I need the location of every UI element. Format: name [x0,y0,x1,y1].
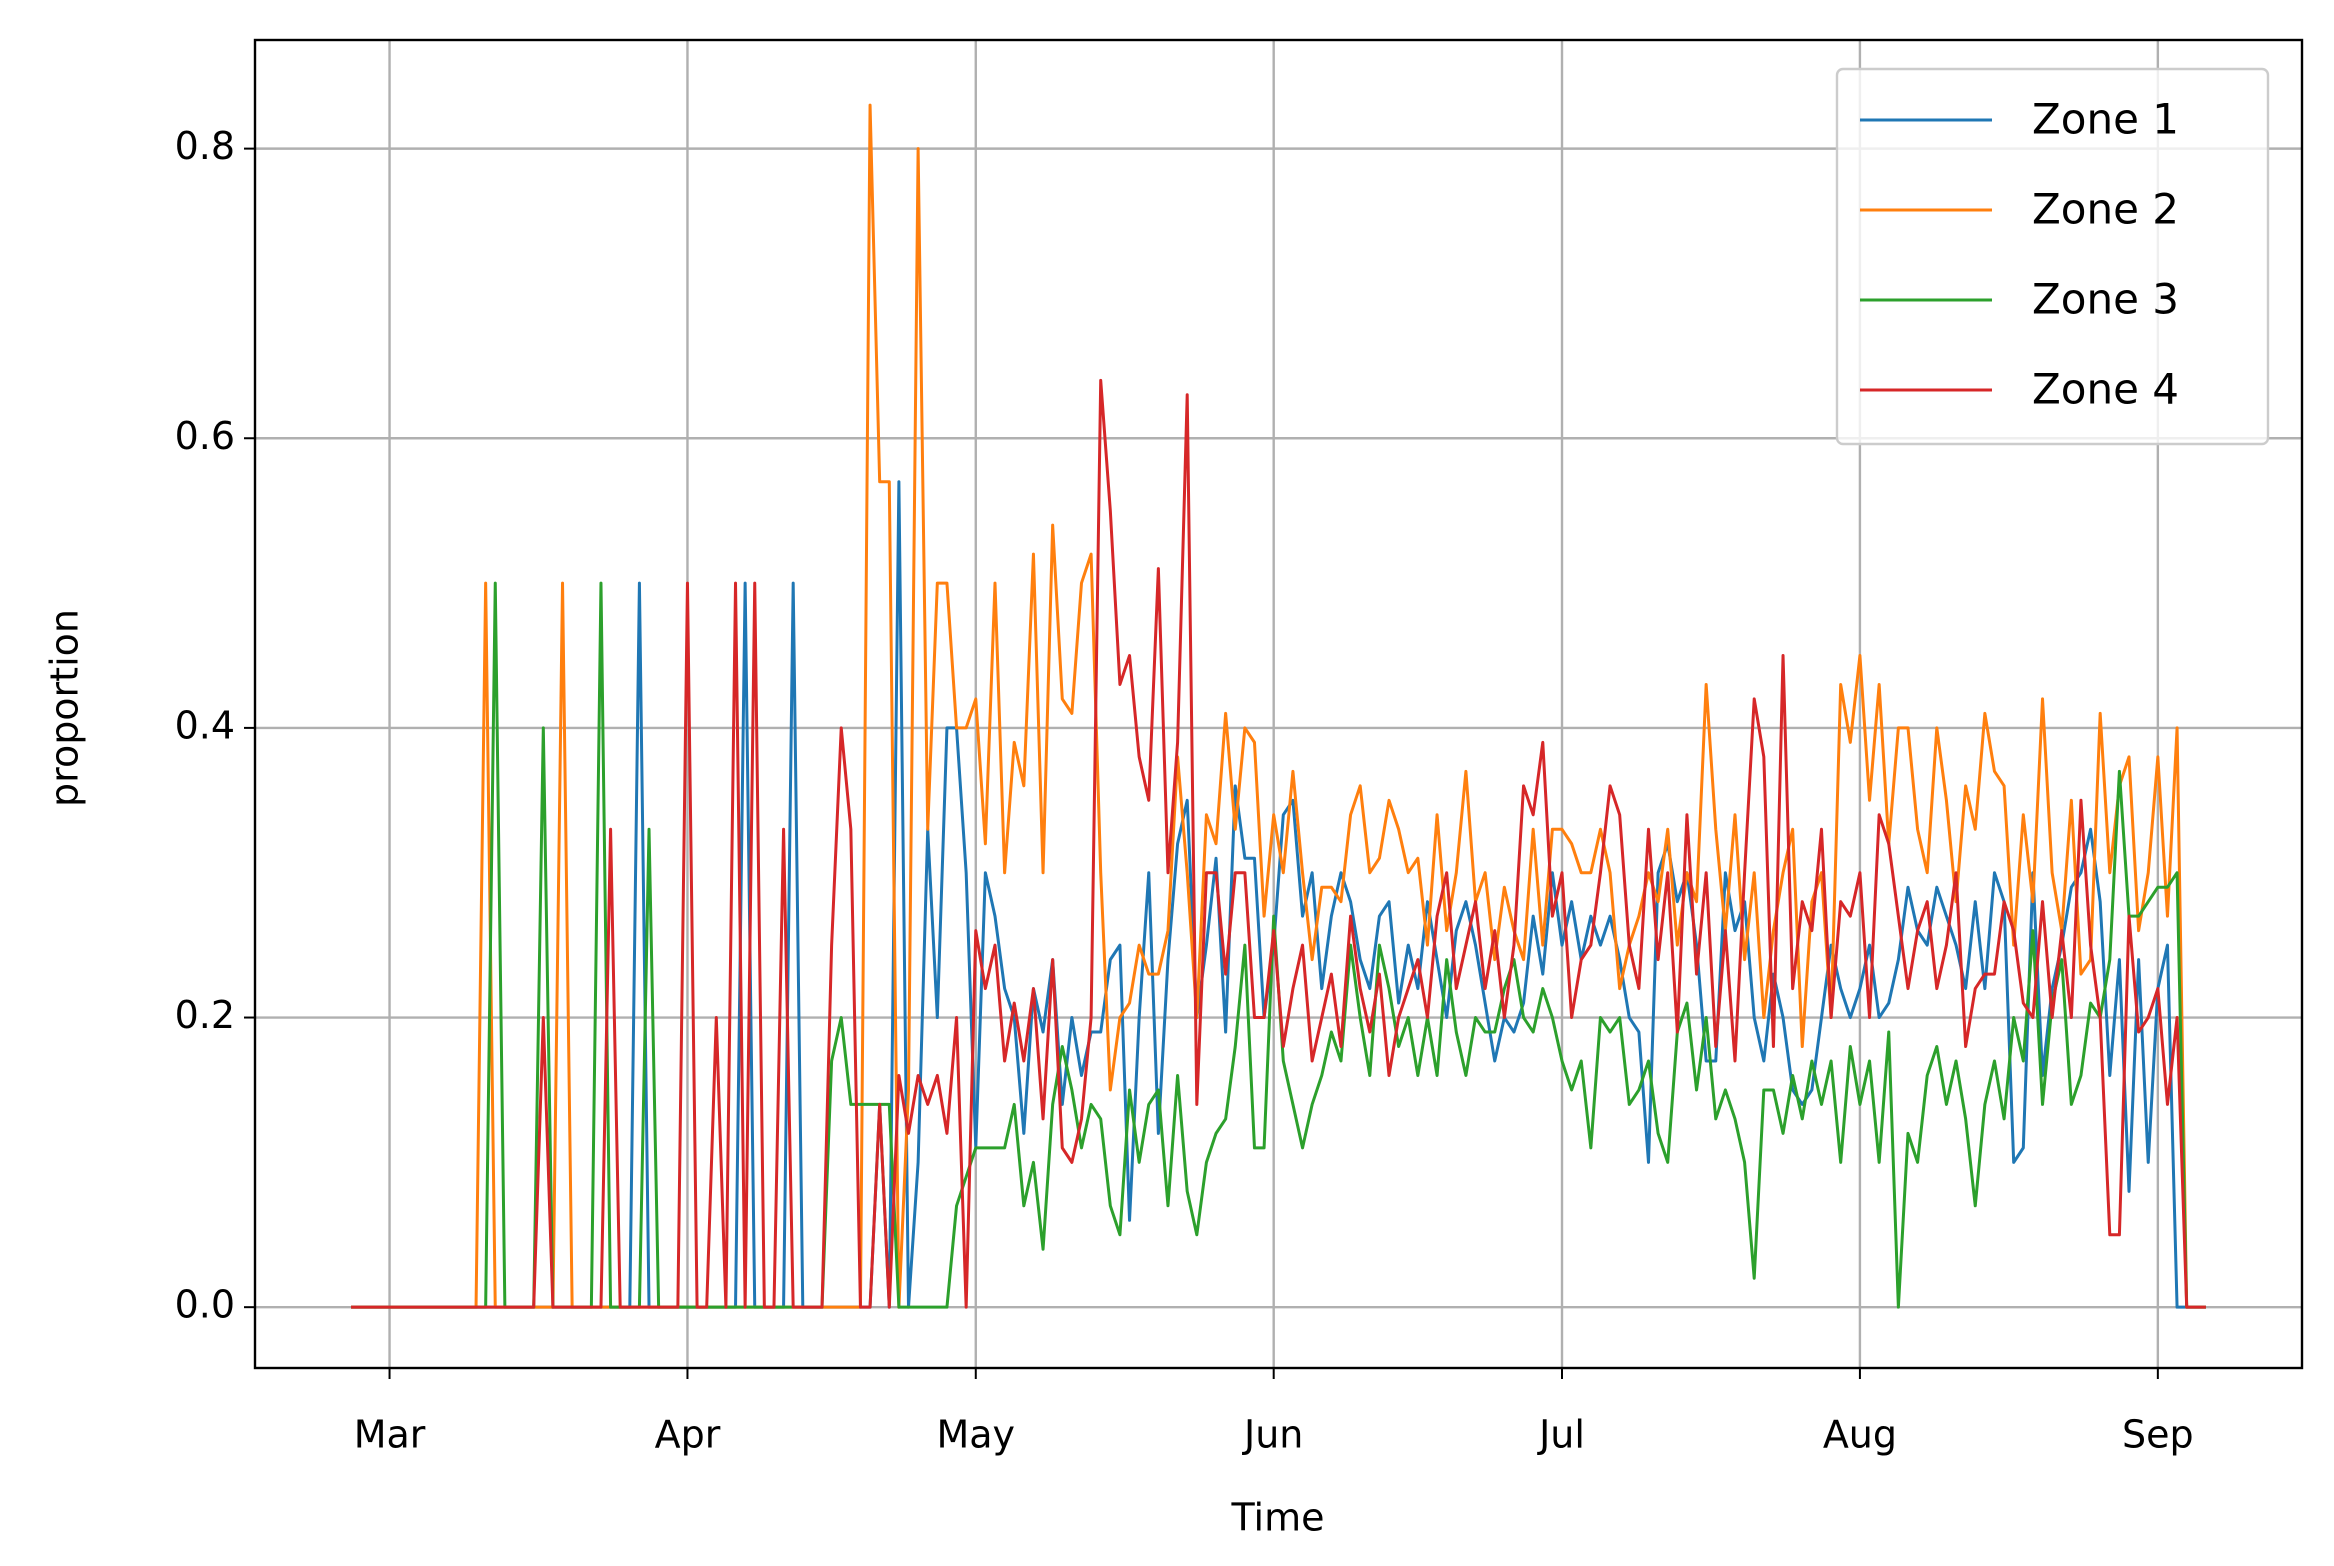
x-tick-label: Jun [1242,1413,1303,1457]
x-tick-label: Sep [2122,1413,2194,1457]
axes-frame [253,38,2304,1370]
series-line [351,480,2206,1309]
legend: Zone 1 Zone 2 Zone 3 Zone 4 [1835,67,2270,446]
ticks: Mar Apr May Jun Jul Aug Sep 0.0 0.2 0.4 0.6 0.8 [175,124,2194,1456]
y-tick-label: 0.0 [175,1283,235,1327]
x-axis-label: Time [1231,1496,1325,1540]
y-tick-label: 0.2 [175,993,235,1037]
x-tick-label: Mar [354,1413,426,1457]
y-tick-label: 0.6 [175,414,235,458]
y-tick-label: 0.8 [175,124,235,168]
series-line [351,378,2206,1309]
legend-label: Zone 2 [2032,185,2179,234]
x-tick-label: Apr [655,1413,721,1457]
legend-label: Zone 1 [2032,95,2179,144]
lines [351,103,2206,1309]
x-tick-label: May [936,1413,1015,1457]
legend-label: Zone 3 [2032,275,2179,324]
y-axis-label: proportion [43,609,87,807]
x-tick-label: Aug [1823,1413,1897,1457]
x-tick-label: Jul [1537,1413,1585,1457]
legend-label: Zone 4 [2032,365,2179,414]
legend-box [1835,67,2270,446]
y-tick-label: 0.4 [175,703,235,747]
